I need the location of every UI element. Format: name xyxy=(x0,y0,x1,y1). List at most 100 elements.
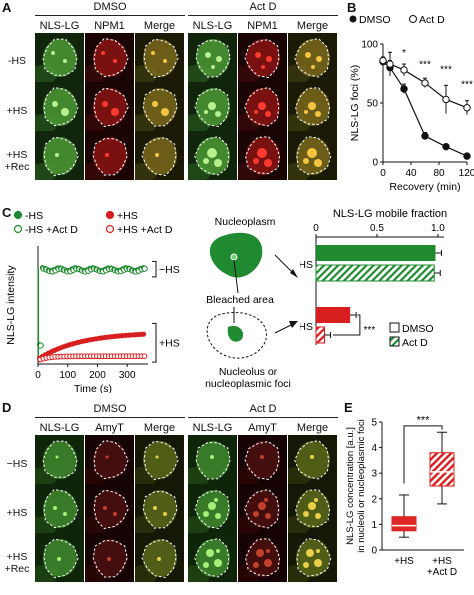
nuclear-focus xyxy=(257,148,267,158)
category-label: +HS xyxy=(432,556,452,567)
nuclear-focus xyxy=(155,153,159,157)
panel-a-cell-r3-c5 xyxy=(238,131,287,180)
legend-swatch-actd xyxy=(389,336,400,347)
nucleus-signal xyxy=(143,490,177,528)
legend-label-actd: Act D xyxy=(419,14,445,26)
significance-mark: * xyxy=(402,48,406,59)
panel-d-cell-r1-c5 xyxy=(238,435,287,484)
nuclear-focus xyxy=(254,110,258,114)
panel-d-label: D xyxy=(2,400,12,415)
nuclear-focus xyxy=(105,153,109,157)
panel-d-cell-r1-c3 xyxy=(135,435,184,484)
nuclear-focus xyxy=(314,159,322,167)
nuclear-focus xyxy=(303,158,309,164)
nuclear-focus xyxy=(155,455,159,459)
nucleus-signal xyxy=(246,441,280,479)
panel-d-row-2: +HS xyxy=(6,507,28,519)
y-tick-label: 5 xyxy=(371,418,377,429)
nuclear-focus xyxy=(256,549,264,557)
label-foci-line2: nucleoplasmic foci xyxy=(205,378,291,390)
nuclear-focus xyxy=(316,56,322,62)
bar-plus-hs-actd xyxy=(315,326,326,344)
legend-marker xyxy=(105,210,115,220)
nucleus-signal xyxy=(296,441,330,479)
nuclear-focus xyxy=(107,557,111,561)
nuclear-focus xyxy=(216,549,220,553)
panel-a-cell-r1-c5 xyxy=(238,33,287,82)
panel-a-cell-r1-c6 xyxy=(288,33,337,82)
nuclear-focus xyxy=(57,557,61,561)
panel-a-cell-r2-c5 xyxy=(238,82,287,131)
significance-mark: *** xyxy=(419,60,431,71)
nuclear-focus xyxy=(161,108,169,116)
nuclear-focus xyxy=(253,158,259,164)
nuclear-focus xyxy=(151,51,155,55)
nucleus-outline xyxy=(141,539,177,579)
panel-d-cell-r1-c2 xyxy=(85,435,134,484)
panel-b-label: B xyxy=(347,0,357,15)
nucleus-signal xyxy=(196,39,230,77)
nuclear-focus xyxy=(314,559,322,567)
nuclear-focus xyxy=(152,101,158,107)
nucleus-outline xyxy=(296,537,332,577)
panel-d-col-2: AmyT xyxy=(95,422,124,434)
nucleus-outline xyxy=(245,538,281,577)
significance-bracket xyxy=(333,314,361,336)
bracket-label-minus-hs: −HS xyxy=(159,264,180,276)
x-tick-label: 1.0 xyxy=(431,223,445,234)
panel-d-cell-r3-c6 xyxy=(288,533,337,582)
nuclear-focus xyxy=(111,108,119,116)
nucleus-outline xyxy=(194,538,230,578)
arrowhead-lower xyxy=(289,321,298,328)
panel-c-mobile-fraction-chart: NLS-LG mobile fraction 0 0.5 1.0 −HS +HS *** DM… xyxy=(300,208,447,349)
significance-mark: *** xyxy=(461,80,473,91)
nucleus-outline xyxy=(142,89,178,127)
y-tick-label: 4 xyxy=(371,443,377,454)
panel-a-cell-r3-c1 xyxy=(35,131,84,180)
data-point-dmso xyxy=(463,152,471,160)
panel-a-cell-r1-c2 xyxy=(85,33,134,82)
nuclear-focus xyxy=(214,559,222,567)
nuclear-focus xyxy=(102,101,108,107)
nucleus-outline xyxy=(43,136,79,177)
y-axis-label-line1: NLS-LG concentration [a.u.] xyxy=(345,427,356,545)
bracket-minus-hs xyxy=(152,260,157,278)
nucleus-outline xyxy=(42,38,78,76)
y-tick-label: 3 xyxy=(371,469,377,480)
nucleus-signal xyxy=(43,441,77,479)
panel-a-group-dmso: DMSO xyxy=(93,1,127,13)
nucleus-outline xyxy=(195,442,231,480)
nucleus-signal xyxy=(43,137,77,175)
panel-a-col-2: NPM1 xyxy=(94,20,125,32)
nuclear-focus xyxy=(203,158,209,164)
data-point-actd xyxy=(463,104,471,112)
significance-mark: *** xyxy=(440,64,452,75)
nucleus-outline xyxy=(244,87,280,127)
legend-marker-actd xyxy=(409,15,417,23)
nucleus-outline xyxy=(93,439,129,480)
y-tick-label: 1 xyxy=(371,520,377,531)
nuclear-focus xyxy=(214,498,218,502)
nuclear-focus xyxy=(261,65,265,69)
nucleus-outline xyxy=(93,87,129,128)
nuclear-focus xyxy=(105,455,109,459)
data-point-actd xyxy=(386,60,394,68)
nuclear-focus xyxy=(264,498,268,502)
nucleus-signal xyxy=(196,441,230,479)
nucleus-outline xyxy=(244,39,280,79)
nucleus-signal xyxy=(43,88,77,126)
nuclear-focus xyxy=(52,101,58,107)
panel-a-col-5: NPM1 xyxy=(247,20,278,32)
panel-a-cell-r3-c6 xyxy=(288,131,337,180)
nuclear-focus xyxy=(61,108,69,116)
nucleus-signal xyxy=(93,39,127,77)
legend-marker xyxy=(13,210,23,220)
nucleus-signal xyxy=(143,39,177,77)
panel-c-frap-chart: 0 100 200 300 Time (s) NLS-LG intensity −HS +HS… xyxy=(5,210,180,393)
panel-d-cell-r1-c4 xyxy=(188,435,237,484)
nuclear-focus xyxy=(253,511,259,517)
nucleus-outline xyxy=(143,38,179,79)
nuclear-focus xyxy=(206,549,214,557)
panel-a-cell-r3-c2 xyxy=(85,131,134,180)
panel-d-col-5: AmyT xyxy=(248,422,277,434)
